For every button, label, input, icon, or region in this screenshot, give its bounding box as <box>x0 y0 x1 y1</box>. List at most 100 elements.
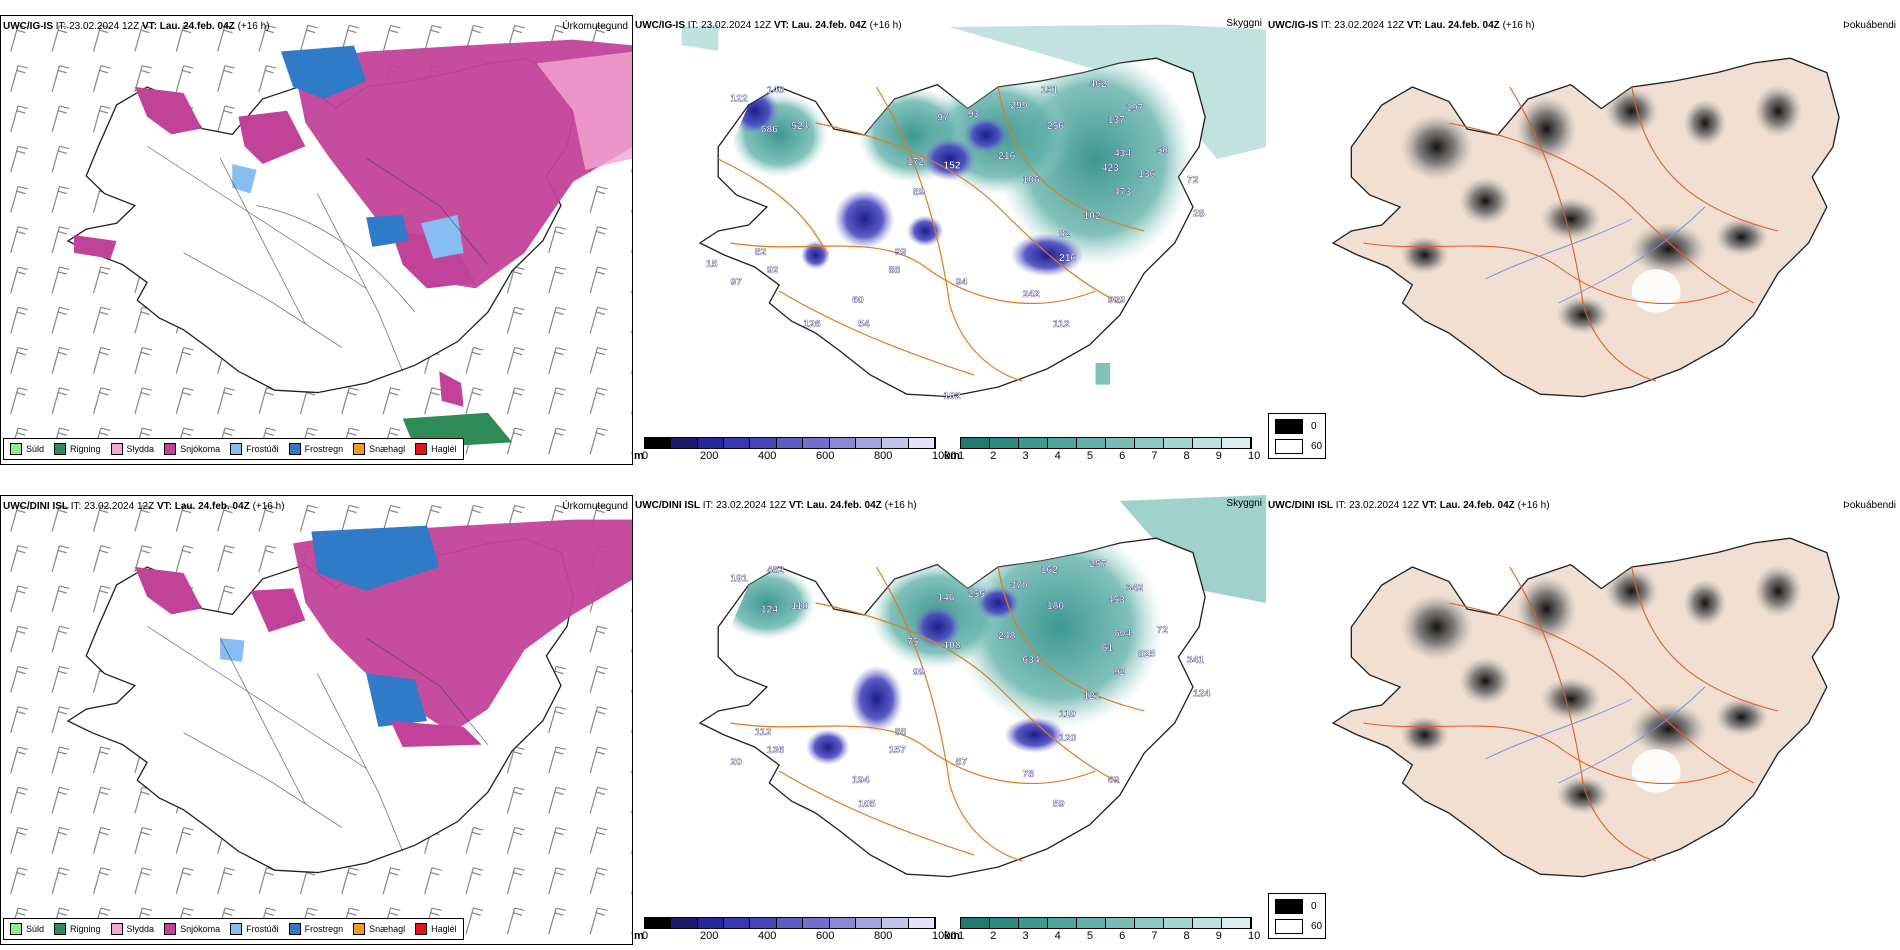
legend-label: Haglél <box>431 444 457 454</box>
ceiling-label: 152 <box>943 161 961 172</box>
scale-tick: 600 <box>816 450 835 462</box>
panel-title: UWC/DINI ISL IT: 23.02.2024 12Z VT: Lau.… <box>3 501 285 512</box>
ceiling-scale-1: m 0 200 400 600 800 1000 <box>634 437 956 465</box>
scale-box-5 <box>1106 918 1135 928</box>
scale-tick: 8 <box>1183 930 1190 942</box>
scale-tick: 400 <box>758 930 777 942</box>
ceiling-label: 72 <box>1187 175 1199 186</box>
scale-tick: 7 <box>1151 930 1158 942</box>
legend-item-5: Frostregn <box>288 923 344 935</box>
ceiling-label: 92 <box>1114 667 1126 678</box>
scale-box-1 <box>671 438 698 448</box>
ceiling-label: 78 <box>1023 769 1035 780</box>
legend-label: Snjókoma <box>180 444 221 454</box>
ceiling-label: 157 <box>889 745 907 756</box>
scale-box-3 <box>1048 918 1077 928</box>
legend-label: Rigning <box>70 444 101 454</box>
legend-item-2: Slydda <box>110 443 155 455</box>
scale-box-2 <box>1019 918 1048 928</box>
legend-swatch <box>288 923 301 935</box>
scale-tick: 4 <box>1054 930 1061 942</box>
scale-tick: 400 <box>758 450 777 462</box>
ceiling-label: 299 <box>1010 101 1028 112</box>
scale-box-1 <box>990 918 1019 928</box>
ceiling-label: 69 <box>1108 775 1120 786</box>
ceiling-label: 112 <box>1053 319 1070 330</box>
scale-box-3 <box>724 438 751 448</box>
panel-title: UWC/IG-IS IT: 23.02.2024 12Z VT: Lau. 24… <box>3 21 270 32</box>
visibility-scale-2: km 1 2 3 4 5 6 7 8 9 10 <box>944 917 1264 945</box>
scale-tick: 9 <box>1215 930 1222 942</box>
ceiling-label: 99 <box>895 247 907 258</box>
scale-box-5 <box>776 918 804 928</box>
legend-label: Frostúði <box>246 924 279 934</box>
ceiling-scale-2: m 0 200 400 600 800 1000 <box>634 917 956 945</box>
fog-map <box>1331 57 1840 398</box>
scale-tick: 200 <box>700 450 719 462</box>
ceiling-label: 473 <box>1114 187 1132 198</box>
legend-label: Haglél <box>431 924 457 934</box>
ceiling-label: 191 <box>730 573 748 584</box>
ceiling-label: 216 <box>998 151 1016 162</box>
legend-label: Rigning <box>70 924 101 934</box>
ceiling-label: 197 <box>1126 103 1144 114</box>
legend-item-5: Frostregn <box>288 443 343 455</box>
precip-type-map <box>1 16 632 464</box>
ceiling-label: 453 <box>1108 595 1126 606</box>
scale-tick: 3 <box>1022 450 1029 462</box>
legend-swatch <box>230 923 243 935</box>
scale-box-2 <box>697 918 725 928</box>
ceiling-label: 102 <box>943 391 961 402</box>
legend-item-4: Frostúði <box>230 923 279 935</box>
scale-box-9 <box>882 438 909 448</box>
scale-box-2 <box>697 438 725 448</box>
legend-label: Frostúði <box>246 444 279 454</box>
scale-tick: 0 <box>642 450 649 462</box>
scale-box-0 <box>645 438 672 448</box>
scale-box-9 <box>1222 918 1251 928</box>
panel-title: UWC/IG-IS IT: 23.02.2024 12Z VT: Lau. 24… <box>1268 20 1535 31</box>
ceiling-label: 524 <box>791 121 809 132</box>
legend-swatch <box>164 443 177 455</box>
precip-type-panel-2: UWC/DINI ISL IT: 23.02.2024 12Z VT: Lau.… <box>0 495 633 945</box>
scale-tick: 6 <box>1119 450 1126 462</box>
scale-tick: 3 <box>1022 930 1029 942</box>
legend-label: Frostregn <box>304 924 344 934</box>
ceiling-label: 146 <box>937 593 955 604</box>
panel-name: Úrkomutegund <box>562 501 628 512</box>
ceiling-label: 137 <box>1108 115 1126 126</box>
legend-item-1: Rigning <box>54 923 101 935</box>
ceiling-label: 97 <box>730 277 742 288</box>
scale-box-3 <box>1048 438 1077 448</box>
ceiling-label: 72 <box>1156 625 1168 636</box>
legend-item-3: Snjókoma <box>164 923 220 935</box>
legend-item-6: Snæhagl <box>353 443 405 455</box>
ceiling-label: 423 <box>1102 163 1120 174</box>
legend-label: Snæhagl <box>369 924 406 934</box>
legend-label: Snæhagl <box>369 444 406 454</box>
ceiling-label: 140 <box>767 85 785 96</box>
fog-map <box>1331 537 1840 878</box>
ceiling-label: 194 <box>852 775 870 786</box>
ceiling-label: 124 <box>1193 689 1211 700</box>
visibility-map <box>681 24 1266 398</box>
ceiling-label: 94 <box>956 277 968 288</box>
ceiling-label: 242 <box>1023 289 1041 300</box>
ceiling-label: 341 <box>1187 655 1205 666</box>
ceiling-label: 92 <box>767 265 779 276</box>
legend-swatch <box>164 923 177 935</box>
ceiling-label: 370 <box>1010 581 1028 592</box>
scale-box-1 <box>671 918 698 928</box>
precip-type-panel-1: UWC/IG-IS IT: 23.02.2024 12Z VT: Lau. 24… <box>0 15 633 465</box>
ceiling-label: 112 <box>755 727 772 738</box>
legend-label: Slydda <box>126 444 155 454</box>
legend-swatch <box>353 443 366 455</box>
scale-tick: 800 <box>874 930 893 942</box>
legend-label: Slydda <box>126 924 155 934</box>
fog-swatch-0 <box>1275 419 1303 434</box>
scale-tick: 1000 <box>932 930 957 942</box>
ceiling-label: 106 <box>1023 175 1041 186</box>
legend-swatch <box>415 443 428 455</box>
scale-box-6 <box>803 918 830 928</box>
scale-tick: 0 <box>642 930 649 942</box>
